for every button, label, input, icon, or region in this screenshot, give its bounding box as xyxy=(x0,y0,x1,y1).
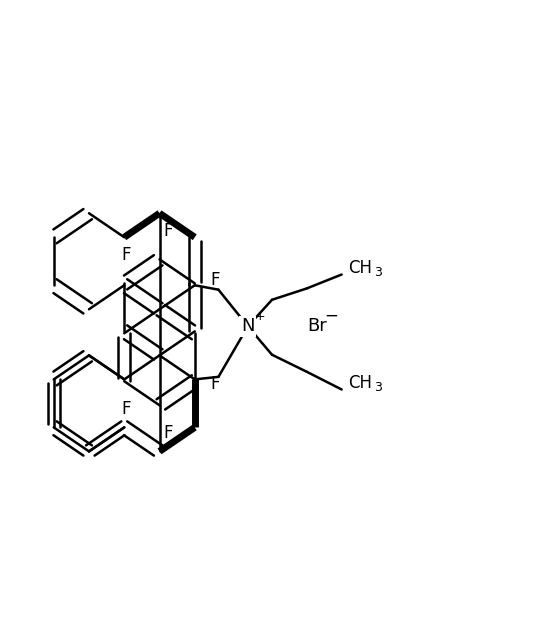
Text: F: F xyxy=(164,424,174,442)
Text: 3: 3 xyxy=(374,266,382,279)
Text: F: F xyxy=(164,223,174,241)
Text: −: − xyxy=(324,307,338,324)
Text: CH: CH xyxy=(349,259,373,277)
Text: F: F xyxy=(121,246,131,264)
Text: F: F xyxy=(211,271,220,289)
Text: 3: 3 xyxy=(374,381,382,394)
Text: F: F xyxy=(121,400,131,418)
Text: +: + xyxy=(255,310,265,323)
Text: CH: CH xyxy=(349,374,373,392)
Text: N: N xyxy=(241,317,255,335)
Text: Br: Br xyxy=(307,317,326,335)
Text: F: F xyxy=(211,376,220,394)
